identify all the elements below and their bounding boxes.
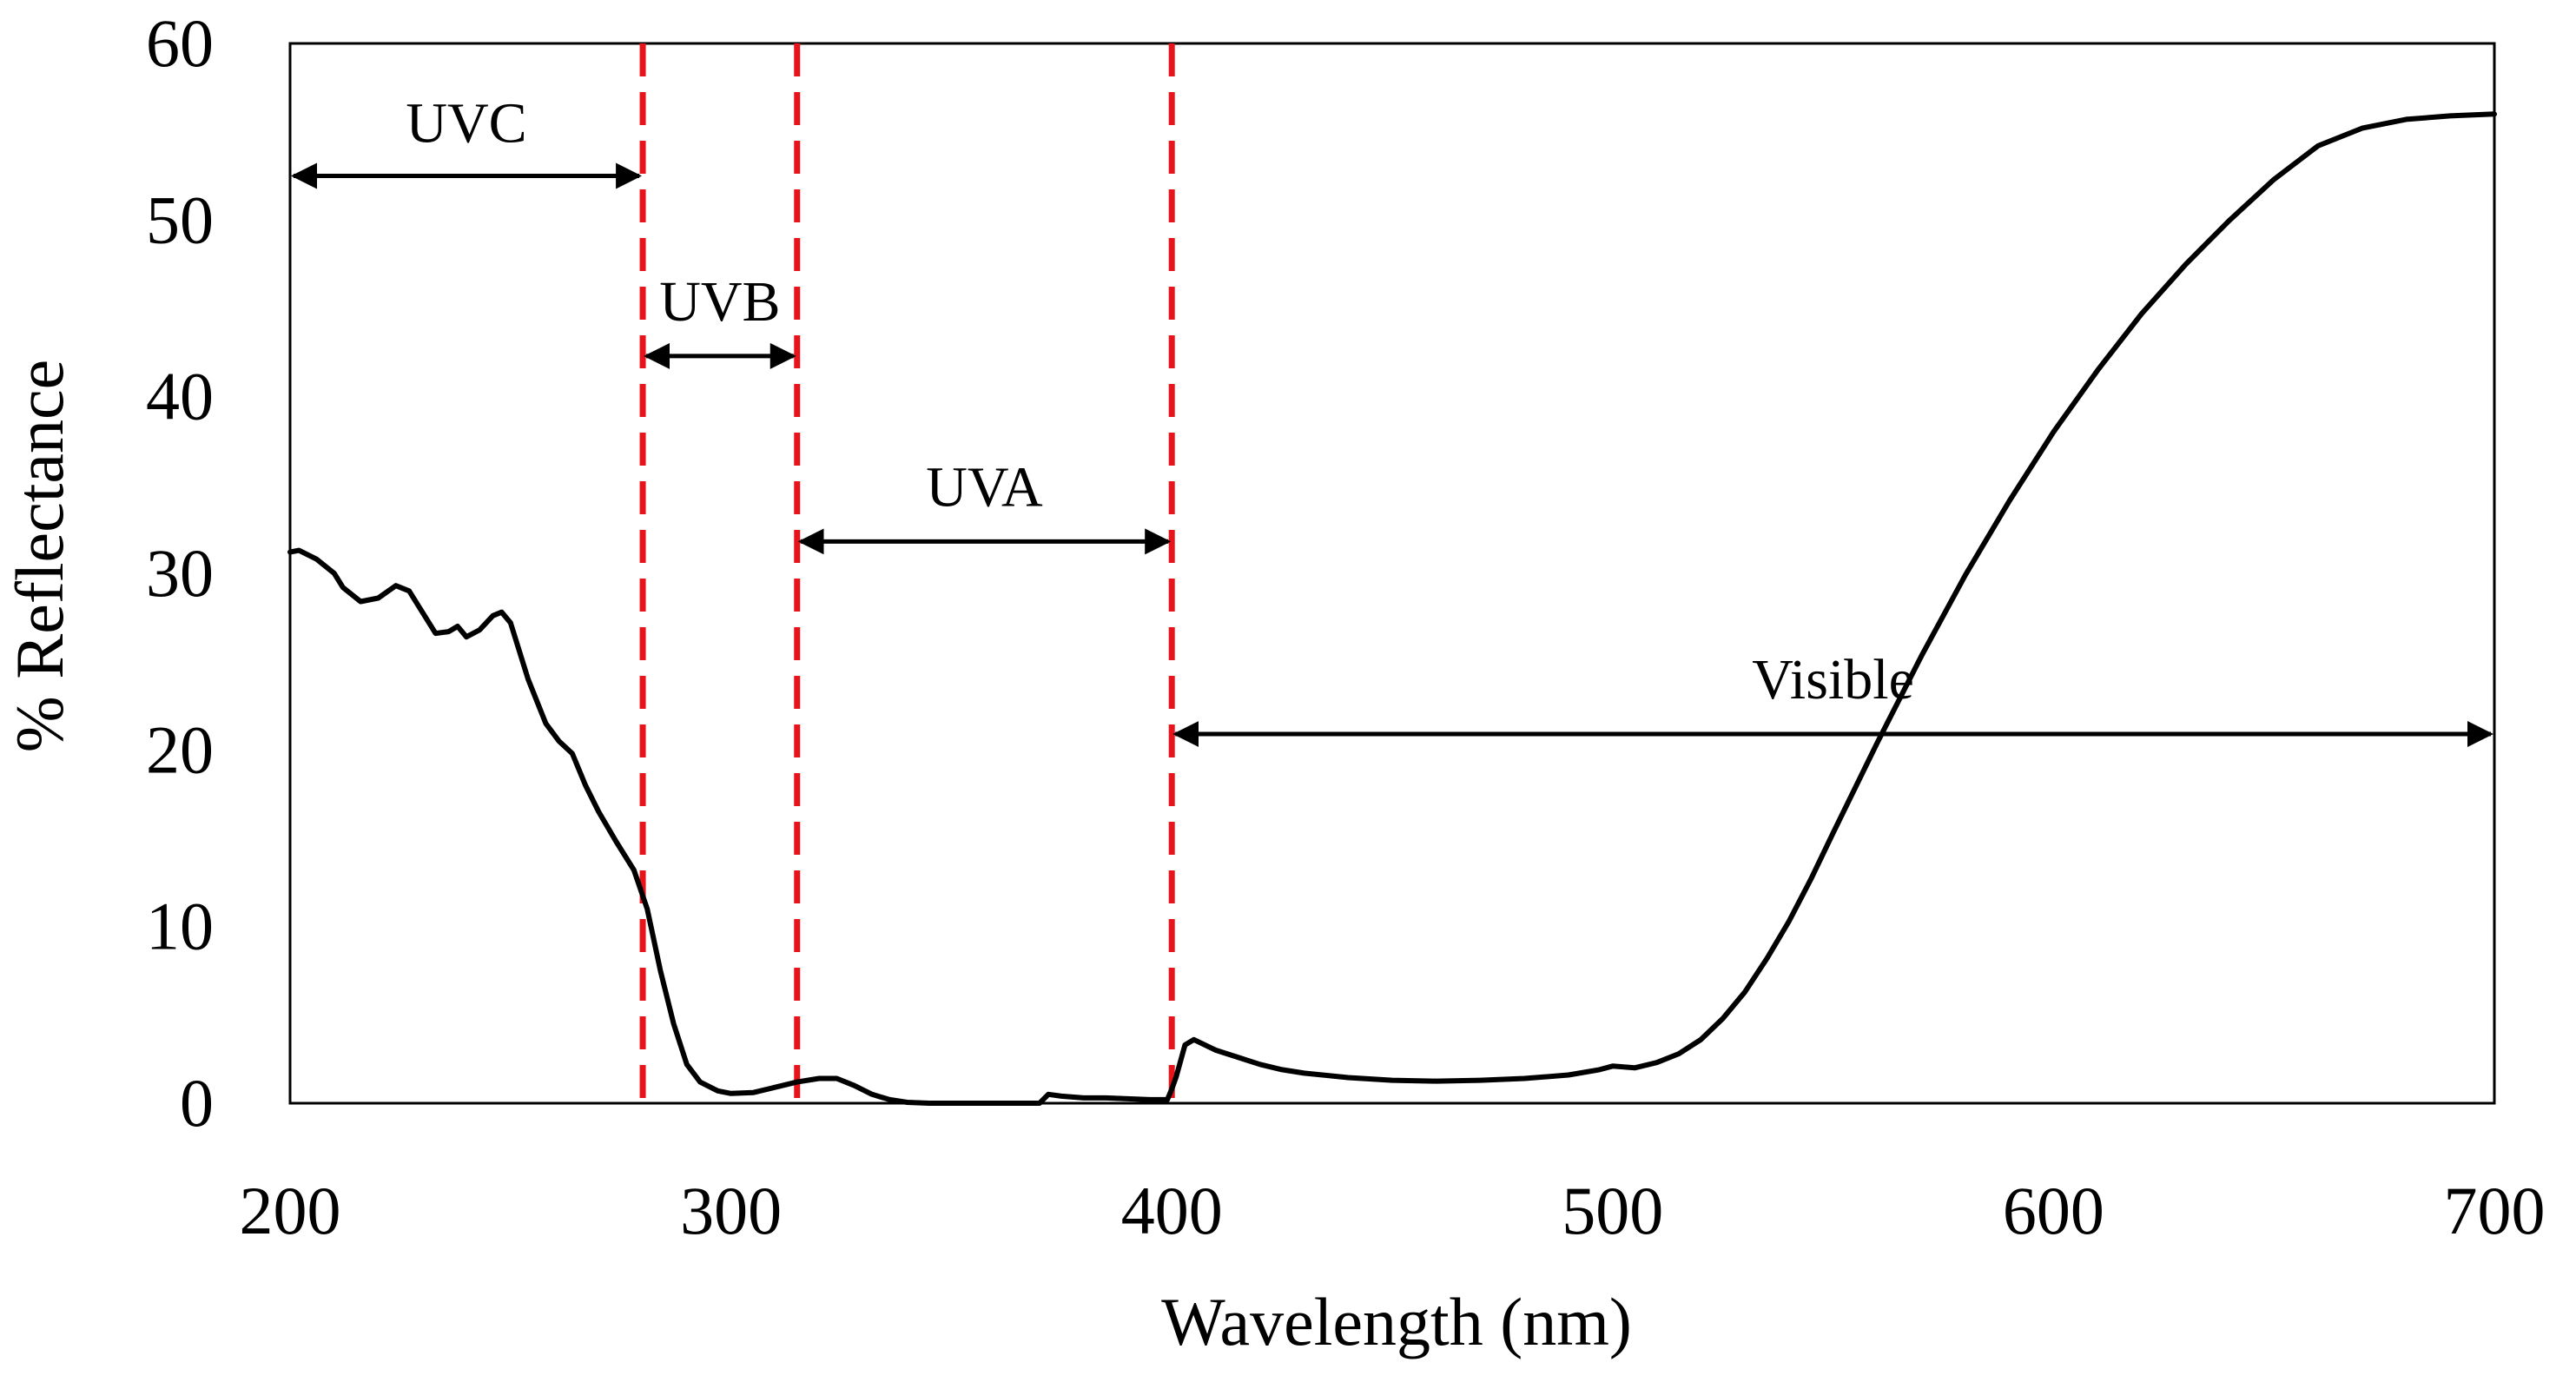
uvb-label: UVB <box>659 270 780 334</box>
y-tick-label: 40 <box>146 359 214 434</box>
y-tick-label: 60 <box>146 5 214 81</box>
uvc-label: UVC <box>406 92 526 155</box>
y-tick-label: 30 <box>146 535 214 611</box>
y-tick-label: 10 <box>146 889 214 964</box>
visible-label: Visible <box>1752 648 1914 711</box>
uva-label: UVA <box>926 455 1043 519</box>
y-axis-title: % Reflectance <box>2 360 77 753</box>
plot-area-frame <box>288 42 2496 1105</box>
x-tick-label: 600 <box>2003 1173 2104 1248</box>
y-tick-label: 50 <box>146 182 214 257</box>
y-tick-label: 20 <box>146 711 214 787</box>
x-axis-title: Wavelength (nm) <box>1161 1284 1632 1359</box>
x-tick-label: 700 <box>2444 1173 2546 1248</box>
x-tick-label: 200 <box>240 1173 341 1248</box>
x-tick-label: 300 <box>680 1173 782 1248</box>
x-tick-label: 500 <box>1562 1173 1663 1248</box>
x-tick-label: 400 <box>1121 1173 1223 1248</box>
y-tick-label: 0 <box>180 1065 214 1141</box>
reflectance-line <box>287 111 2497 1106</box>
